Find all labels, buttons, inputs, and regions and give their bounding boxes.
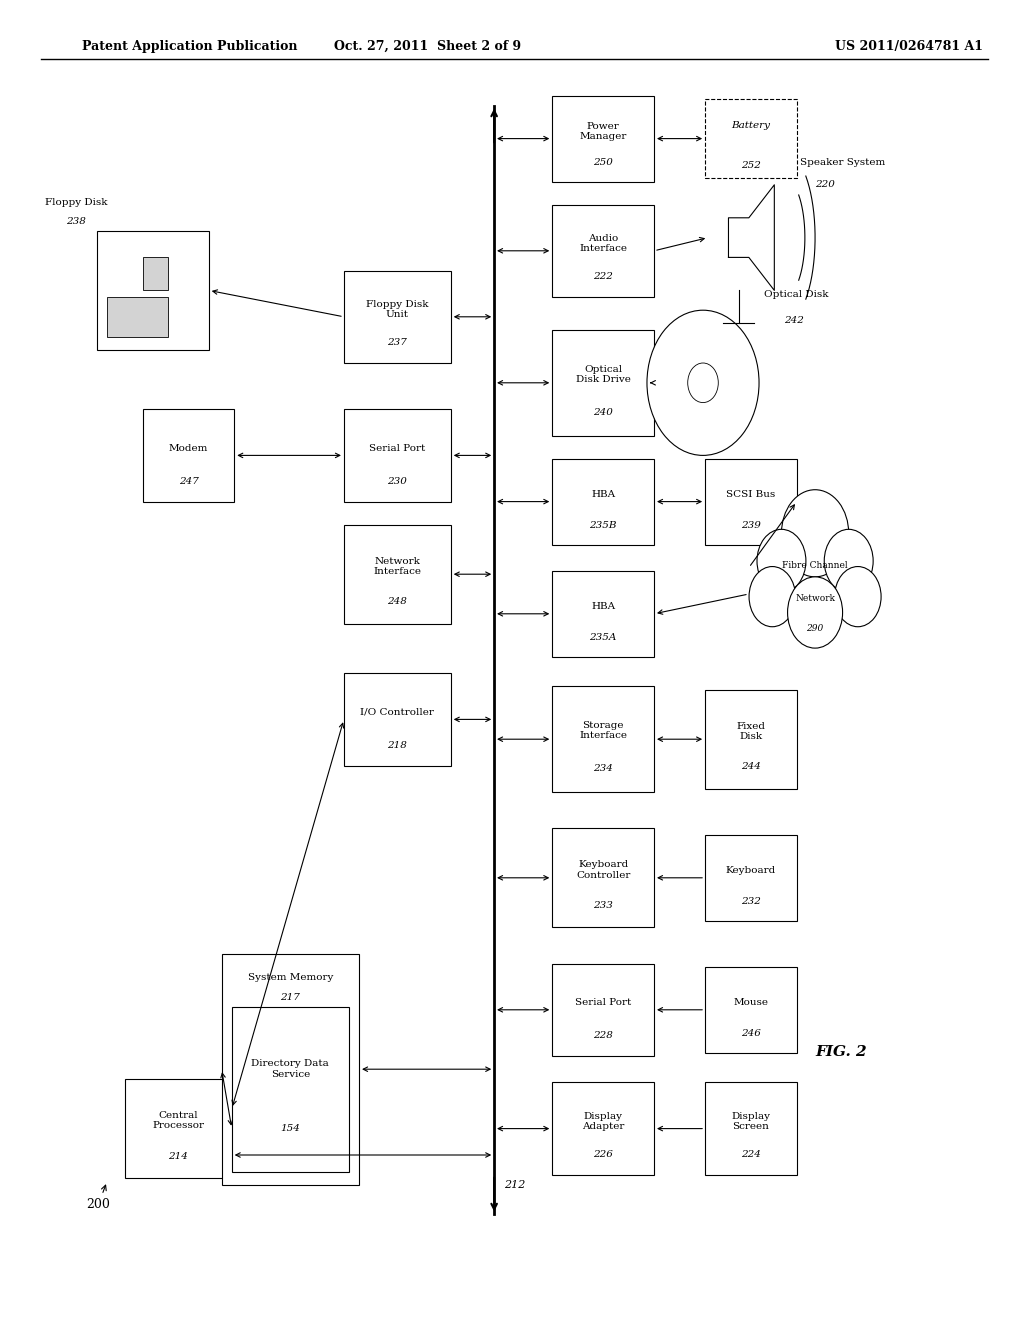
Text: 237: 237 [387, 338, 408, 347]
FancyBboxPatch shape [125, 1080, 231, 1179]
Text: Directory Data
Service: Directory Data Service [252, 1060, 330, 1078]
Text: 248: 248 [387, 598, 408, 606]
Circle shape [787, 577, 843, 648]
Text: 235A: 235A [590, 634, 616, 643]
Text: 244: 244 [741, 763, 761, 771]
Text: Modem: Modem [169, 444, 208, 453]
Text: 233: 233 [593, 902, 613, 909]
Text: 230: 230 [387, 477, 408, 486]
Text: SCSI Bus: SCSI Bus [726, 490, 775, 499]
Text: Fixed
Disk: Fixed Disk [736, 722, 765, 741]
FancyBboxPatch shape [552, 96, 654, 181]
Text: HBA: HBA [591, 602, 615, 611]
Text: 250: 250 [593, 158, 613, 168]
Text: 290: 290 [807, 624, 823, 634]
FancyBboxPatch shape [706, 836, 797, 921]
Circle shape [688, 363, 718, 403]
FancyBboxPatch shape [221, 953, 359, 1185]
FancyBboxPatch shape [231, 1006, 349, 1172]
Text: US 2011/0264781 A1: US 2011/0264781 A1 [836, 40, 983, 53]
Text: 242: 242 [784, 317, 805, 326]
Text: 240: 240 [593, 408, 613, 417]
Text: 246: 246 [741, 1030, 761, 1039]
Text: System Memory: System Memory [248, 974, 333, 982]
Text: Power
Manager: Power Manager [580, 121, 627, 141]
FancyBboxPatch shape [706, 99, 797, 178]
Text: Floppy Disk: Floppy Disk [45, 198, 108, 207]
Circle shape [835, 566, 881, 627]
Text: Keyboard: Keyboard [726, 866, 776, 875]
Bar [97, 231, 209, 350]
FancyBboxPatch shape [142, 409, 234, 502]
FancyBboxPatch shape [344, 271, 451, 363]
Text: 212: 212 [505, 1180, 525, 1191]
FancyBboxPatch shape [706, 458, 797, 544]
Text: 222: 222 [593, 272, 613, 281]
Text: Serial Port: Serial Port [370, 444, 426, 453]
Text: FIG. 2: FIG. 2 [815, 1045, 866, 1059]
Text: Network: Network [795, 594, 836, 603]
Text: 238: 238 [67, 218, 86, 227]
Text: 235B: 235B [590, 521, 616, 531]
Bar [106, 297, 168, 337]
Circle shape [824, 529, 873, 593]
Text: Patent Application Publication: Patent Application Publication [82, 40, 297, 53]
Bar [142, 257, 168, 290]
FancyBboxPatch shape [344, 525, 451, 624]
Text: Oct. 27, 2011  Sheet 2 of 9: Oct. 27, 2011 Sheet 2 of 9 [335, 40, 521, 53]
FancyBboxPatch shape [706, 1082, 797, 1175]
Text: HBA: HBA [591, 490, 615, 499]
FancyBboxPatch shape [552, 686, 654, 792]
Circle shape [757, 529, 806, 593]
FancyBboxPatch shape [552, 964, 654, 1056]
Text: 247: 247 [178, 477, 199, 486]
Text: 220: 220 [815, 181, 835, 190]
Text: 228: 228 [593, 1031, 613, 1040]
Text: 234: 234 [593, 764, 613, 774]
Text: Display
Adapter: Display Adapter [582, 1111, 625, 1131]
FancyBboxPatch shape [706, 966, 797, 1053]
Text: Mouse: Mouse [733, 998, 768, 1007]
Text: Battery: Battery [731, 121, 770, 129]
Text: Central
Processor: Central Processor [153, 1111, 205, 1130]
Text: I/O Controller: I/O Controller [360, 708, 434, 717]
Text: Fibre Channel: Fibre Channel [782, 561, 848, 570]
FancyBboxPatch shape [344, 409, 451, 502]
Text: Optical
Disk Drive: Optical Disk Drive [575, 364, 631, 384]
Circle shape [647, 310, 759, 455]
Text: 226: 226 [593, 1150, 613, 1159]
FancyBboxPatch shape [344, 673, 451, 766]
FancyBboxPatch shape [552, 1082, 654, 1175]
FancyBboxPatch shape [552, 829, 654, 927]
Text: 218: 218 [387, 741, 408, 750]
FancyBboxPatch shape [706, 689, 797, 788]
Circle shape [781, 490, 849, 577]
Text: Storage
Interface: Storage Interface [580, 721, 627, 741]
Text: 214: 214 [168, 1152, 188, 1160]
Text: 232: 232 [741, 898, 761, 907]
FancyBboxPatch shape [552, 458, 654, 544]
Text: 252: 252 [741, 161, 761, 169]
Circle shape [750, 566, 796, 627]
Text: Audio
Interface: Audio Interface [580, 234, 627, 253]
Text: 154: 154 [281, 1125, 300, 1133]
Text: 217: 217 [281, 993, 300, 1002]
Text: 200: 200 [87, 1185, 111, 1210]
Text: Network
Interface: Network Interface [374, 557, 421, 576]
Text: Serial Port: Serial Port [575, 998, 631, 1007]
Text: Keyboard
Controller: Keyboard Controller [575, 861, 631, 879]
FancyBboxPatch shape [552, 570, 654, 656]
FancyBboxPatch shape [552, 205, 654, 297]
Text: Floppy Disk
Unit: Floppy Disk Unit [367, 300, 429, 319]
FancyBboxPatch shape [552, 330, 654, 436]
Text: 239: 239 [741, 521, 761, 531]
Text: 224: 224 [741, 1150, 761, 1159]
Text: Speaker System: Speaker System [800, 158, 885, 168]
Text: Display
Screen: Display Screen [731, 1111, 770, 1131]
Text: Optical Disk: Optical Disk [764, 290, 828, 300]
